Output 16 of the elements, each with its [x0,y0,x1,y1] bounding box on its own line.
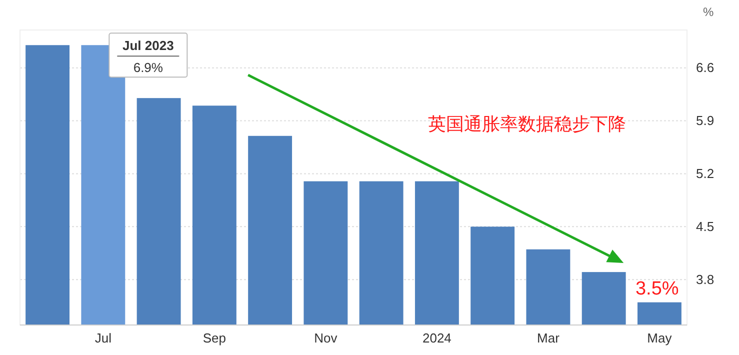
x-tick-label: Jul [94,330,112,346]
annotation: 3.5% [635,278,679,300]
y-tick-label: 3.8 [696,272,714,287]
x-tick-label: Mar [537,330,560,346]
annotation: 英国通胀率数据稳步下降 [428,114,626,134]
x-tick-label: Nov [314,330,338,346]
x-tick-label: Sep [202,330,226,346]
annotation: Jul 2023 [122,38,174,54]
y-axis-title: % [703,5,714,19]
y-tick-label: 4.5 [696,218,714,234]
y-tick-label: 5.9 [696,112,714,128]
y-tick-label: 6.6 [696,60,714,75]
x-tick-label: May [647,330,672,346]
annotation: 6.9% [133,60,164,76]
y-tick-label: 5.2 [696,166,714,181]
x-tick-label: 2024 [422,330,452,346]
